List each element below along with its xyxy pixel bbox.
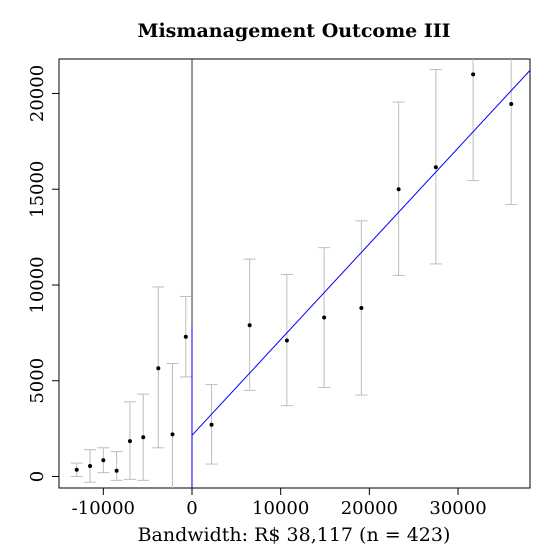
data-point — [434, 165, 438, 169]
chart-title: Mismanagement Outcome III — [137, 20, 450, 42]
data-point — [210, 423, 214, 427]
x-tick-label: 20000 — [341, 498, 398, 519]
data-point — [285, 339, 289, 343]
data-point — [509, 102, 513, 106]
data-point — [156, 366, 160, 370]
plot-area — [68, 0, 530, 560]
data-point — [184, 335, 188, 339]
data-point — [101, 458, 105, 462]
y-tick-label: 0 — [27, 471, 48, 482]
data-point — [171, 432, 175, 436]
y-tick-label: 20000 — [27, 65, 48, 122]
data-point — [115, 469, 119, 473]
data-point — [322, 316, 326, 320]
data-point — [88, 464, 92, 468]
data-point — [397, 187, 401, 191]
axes: -10000 0 10000 20000 30000 0 5000 10000 15000 200… — [27, 65, 487, 519]
y-tick-label: 10000 — [27, 256, 48, 313]
data-point — [141, 435, 145, 439]
data-point — [471, 72, 475, 76]
x-axis-label: Bandwidth: R$ 38,117 (n = 423) — [138, 524, 451, 546]
y-tick-label: 5000 — [27, 358, 48, 404]
y-tick-label: 15000 — [27, 161, 48, 218]
data-point — [128, 439, 132, 443]
x-tick-label: 0 — [186, 498, 197, 519]
x-tick-label: -10000 — [72, 498, 135, 519]
x-tick-label: 30000 — [429, 498, 486, 519]
x-tick-label: 10000 — [252, 498, 309, 519]
data-point — [248, 323, 252, 327]
data-point — [359, 306, 363, 310]
data-point — [75, 468, 79, 472]
